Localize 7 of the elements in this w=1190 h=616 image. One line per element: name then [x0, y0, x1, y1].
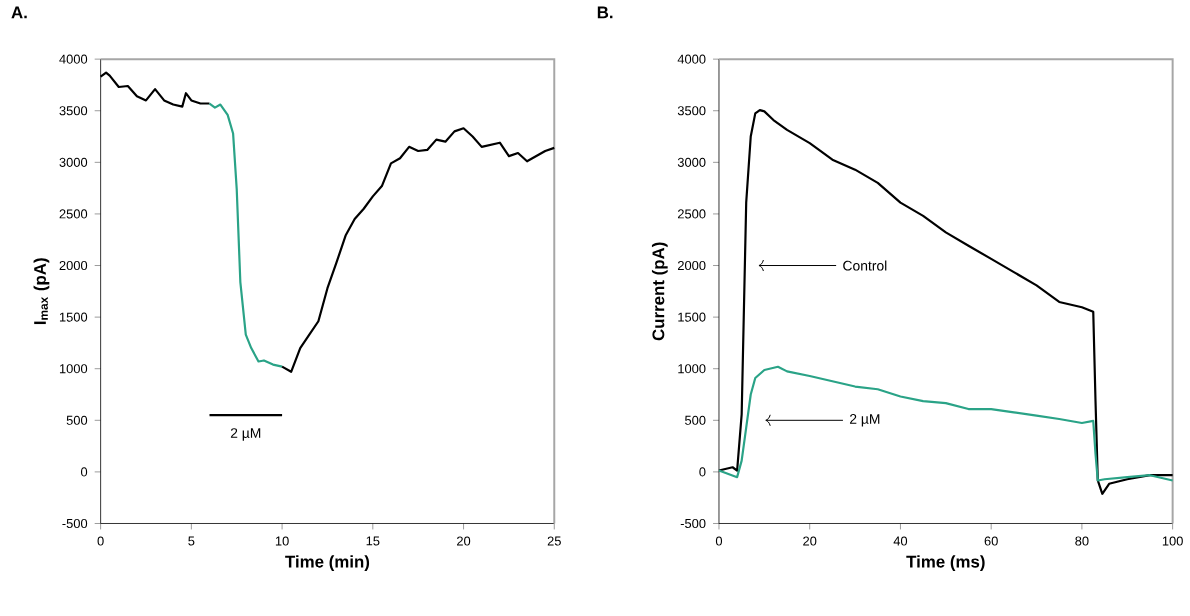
x-axis-title: Time (ms)	[906, 555, 985, 572]
line-series	[208, 102, 284, 369]
y-axis-title: Current (pA)	[651, 242, 668, 341]
y-axis-title: I$_{max}$ (pA)	[33, 258, 50, 325]
chart-title: B.	[597, 6, 613, 19]
chart-title: A.	[11, 6, 27, 19]
x-axis-title: Time (min)	[285, 555, 370, 572]
